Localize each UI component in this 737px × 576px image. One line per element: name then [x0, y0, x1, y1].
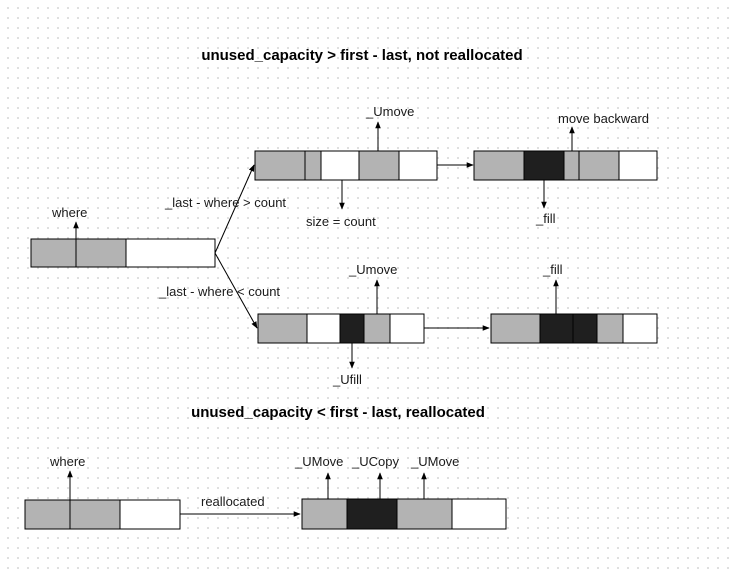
realloc-target-array — [301, 498, 507, 530]
array-cell — [306, 313, 341, 344]
source-array — [30, 238, 216, 268]
array-cell — [572, 313, 598, 344]
array-cell — [320, 150, 360, 181]
branch-lt-arrow — [214, 252, 258, 329]
array-cell — [490, 313, 541, 344]
array-cell — [346, 498, 398, 530]
title-not-reallocated: unused_capacity > first - last, not real… — [201, 47, 522, 64]
umove-b2-label: _UMove — [410, 454, 459, 469]
title-reallocated: unused_capacity < first - last, realloca… — [191, 404, 485, 421]
lower-array-step1 — [257, 313, 425, 344]
branch-lt-label: _last - where < count — [158, 284, 280, 299]
array-cell — [451, 498, 507, 530]
array-cell — [563, 150, 580, 181]
umove-b1-label: _UMove — [294, 454, 343, 469]
move-backward-label: move backward — [558, 111, 649, 126]
fill-mid-label: _fill — [542, 262, 563, 277]
array-cell — [75, 238, 127, 268]
umove-top-label: _Umove — [365, 104, 414, 119]
array-cell — [301, 498, 348, 530]
array-cell — [339, 313, 365, 344]
size-count-label: size = count — [306, 214, 376, 229]
ucopy-label: _UCopy — [351, 454, 399, 469]
array-cell — [254, 150, 306, 181]
array-cell — [596, 313, 624, 344]
upper-array-step1 — [254, 150, 438, 181]
umove-mid-label: _Umove — [348, 262, 397, 277]
array-cell — [304, 150, 322, 181]
array-cell — [618, 150, 658, 181]
array-cell — [119, 499, 181, 530]
ufill-label: _Ufill — [332, 372, 362, 387]
branch-gt-arrow — [214, 164, 255, 254]
array-cell — [363, 313, 391, 344]
array-cell — [24, 499, 71, 530]
branch-gt-label: _last - where > count — [164, 195, 286, 210]
array-cell — [69, 499, 121, 530]
upper-array-step2 — [473, 150, 658, 181]
array-cell — [523, 150, 565, 181]
array-cell — [539, 313, 574, 344]
array-cell — [622, 313, 658, 344]
array-cell — [578, 150, 620, 181]
array-cell — [396, 498, 453, 530]
array-cell — [30, 238, 77, 268]
array-cell — [389, 313, 425, 344]
where-label: where — [51, 205, 87, 220]
array-cell — [358, 150, 400, 181]
where-bottom-label: where — [49, 454, 85, 469]
array-cell — [473, 150, 525, 181]
reallocated-label: reallocated — [201, 494, 265, 509]
realloc-source-array — [24, 499, 181, 530]
lower-array-step2 — [490, 313, 658, 344]
array-cell — [257, 313, 308, 344]
array-cell — [125, 238, 216, 268]
array-cell — [398, 150, 438, 181]
fill-top-label: _fill — [535, 211, 556, 226]
